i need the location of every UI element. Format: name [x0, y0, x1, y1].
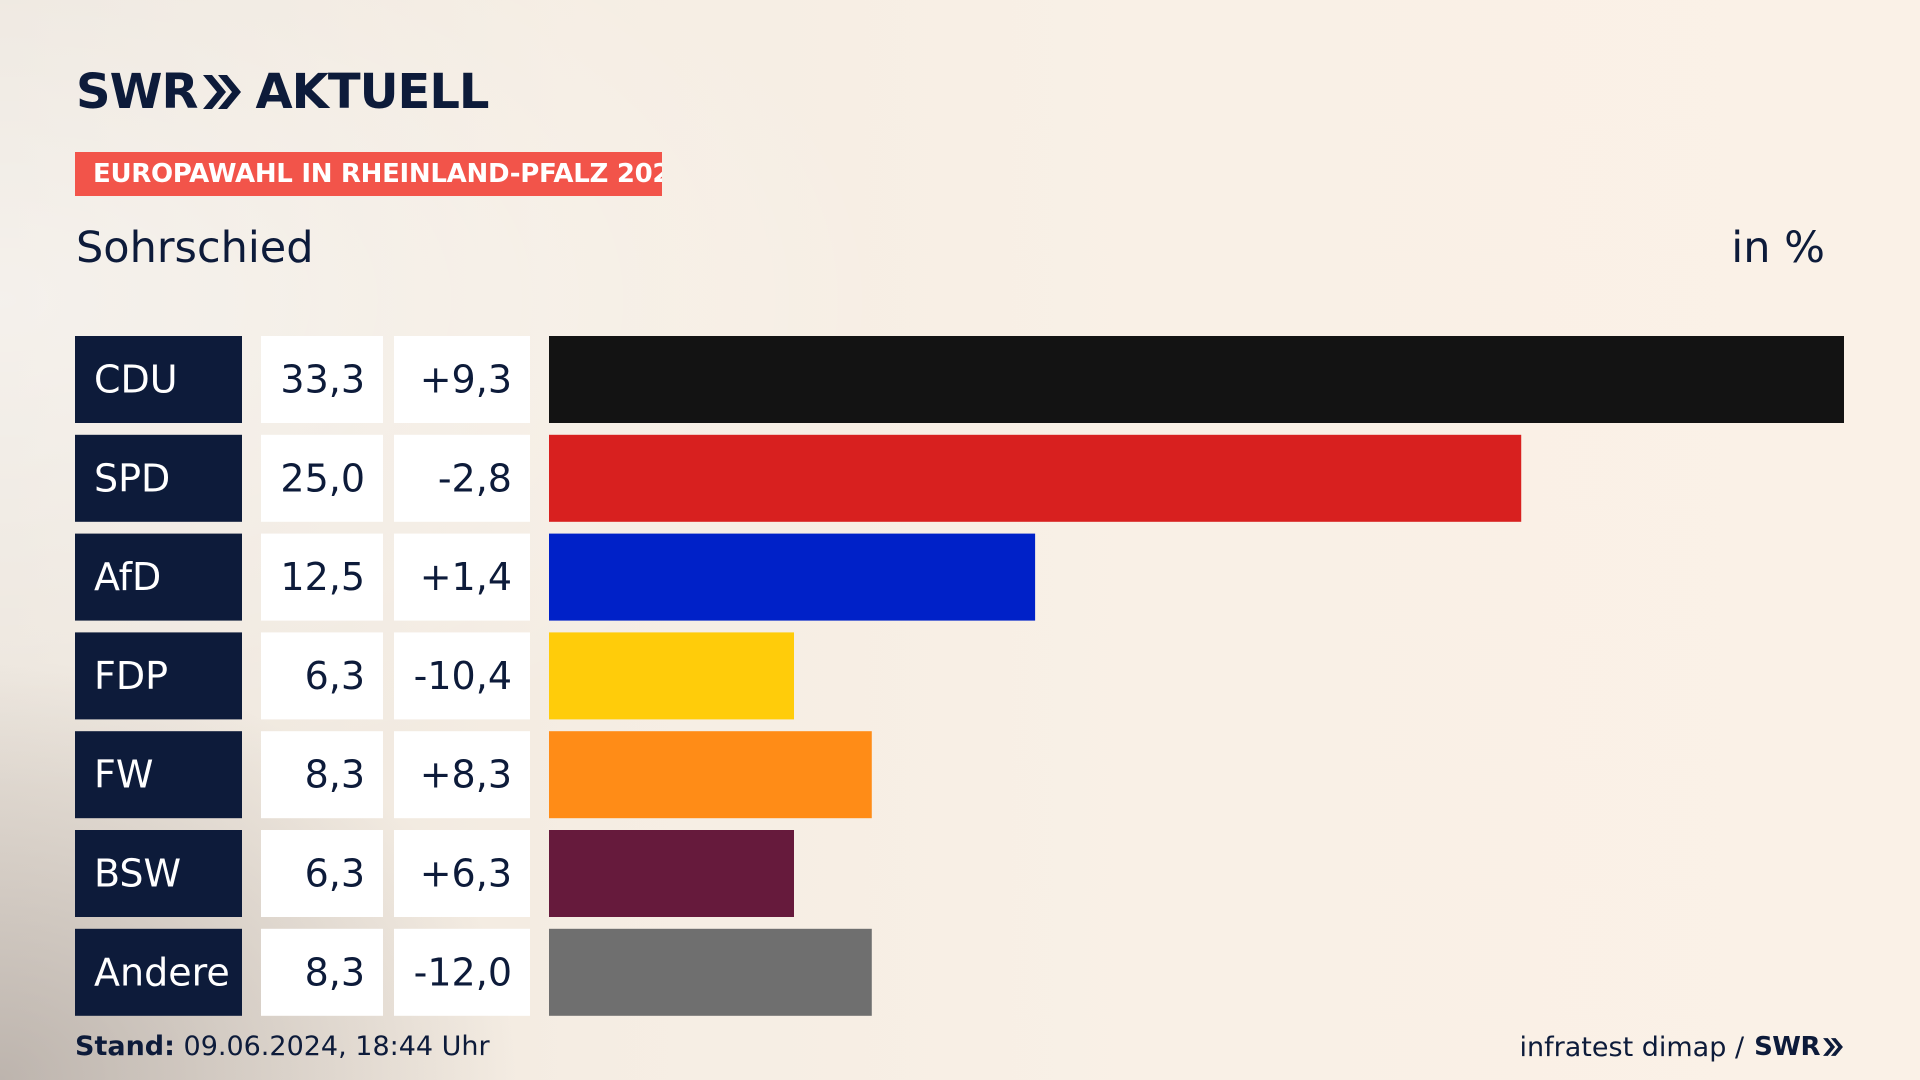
change-cell: [394, 830, 530, 917]
value-label: 33,3: [280, 358, 365, 402]
party-label-box: [75, 336, 242, 423]
party-label-box: [75, 830, 242, 917]
stand-label: Stand:: [75, 1031, 175, 1062]
double-chevron-icon: [203, 75, 242, 109]
bar-spd: [549, 434, 1522, 522]
bar-bsw: [549, 830, 794, 917]
party-label: BSW: [94, 852, 181, 896]
brand-text: SWR: [76, 64, 198, 120]
party-label: SPD: [94, 456, 170, 500]
bar-fw: [549, 731, 872, 819]
change-cell: [394, 533, 530, 621]
bar-cdu: [549, 336, 1844, 423]
change-label: +6,3: [420, 852, 512, 896]
party-label: Andere: [94, 950, 230, 994]
party-label: CDU: [94, 358, 178, 402]
change-cell: [394, 632, 530, 720]
party-label: FDP: [94, 654, 168, 698]
party-label-box: [75, 533, 242, 621]
change-label: -12,0: [414, 950, 512, 994]
party-label: AfD: [94, 555, 161, 599]
bar-andere: [549, 928, 872, 1016]
timestamp: Stand: 09.06.2024, 18:44 Uhr: [75, 1030, 490, 1064]
value-cell: [261, 434, 383, 522]
stand-value: 09.06.2024, 18:44 Uhr: [183, 1031, 490, 1062]
value-cell: [261, 336, 383, 423]
party-label: FW: [94, 753, 153, 797]
chart-subtitle: Sohrschied: [76, 223, 314, 273]
brand-suffix-text: AKTUELL: [255, 64, 489, 120]
value-cell: [261, 928, 383, 1016]
change-label: -10,4: [414, 654, 512, 698]
party-label-box: [75, 632, 242, 720]
bar-fdp: [549, 632, 794, 720]
change-cell: [394, 434, 530, 522]
party-label-box: [75, 434, 242, 522]
change-cell: [394, 731, 530, 819]
source-credit: infratest dimap / SWR: [1520, 1030, 1844, 1064]
swr-aktuell-logo: SWR AKTUELL: [76, 64, 490, 120]
value-cell: [261, 632, 383, 720]
value-cell: [261, 533, 383, 621]
change-label: +1,4: [420, 555, 512, 599]
unit-label: in %: [1731, 223, 1825, 273]
party-label-box: [75, 928, 242, 1016]
change-label: +8,3: [420, 753, 512, 797]
change-label: -2,8: [438, 456, 512, 500]
value-label: 25,0: [280, 456, 365, 500]
value-label: 6,3: [305, 852, 365, 896]
value-cell: [261, 830, 383, 917]
value-label: 8,3: [305, 753, 365, 797]
value-label: 6,3: [305, 654, 365, 698]
change-cell: [394, 928, 530, 1016]
value-label: 12,5: [280, 555, 365, 599]
source-text: infratest dimap /: [1519, 1031, 1745, 1063]
small-brand-text: SWR: [1754, 1032, 1820, 1062]
swr-small-logo: SWR: [1754, 1032, 1844, 1062]
bar-afd: [549, 533, 1036, 621]
small-double-chevron-icon: [1823, 1038, 1843, 1056]
value-cell: [261, 731, 383, 819]
party-label-box: [75, 731, 242, 819]
value-label: 8,3: [305, 950, 365, 994]
election-badge: EUROPAWAHL IN RHEINLAND-PFALZ 2024: [75, 152, 662, 196]
change-label: +9,3: [420, 358, 512, 402]
change-cell: [394, 336, 530, 423]
